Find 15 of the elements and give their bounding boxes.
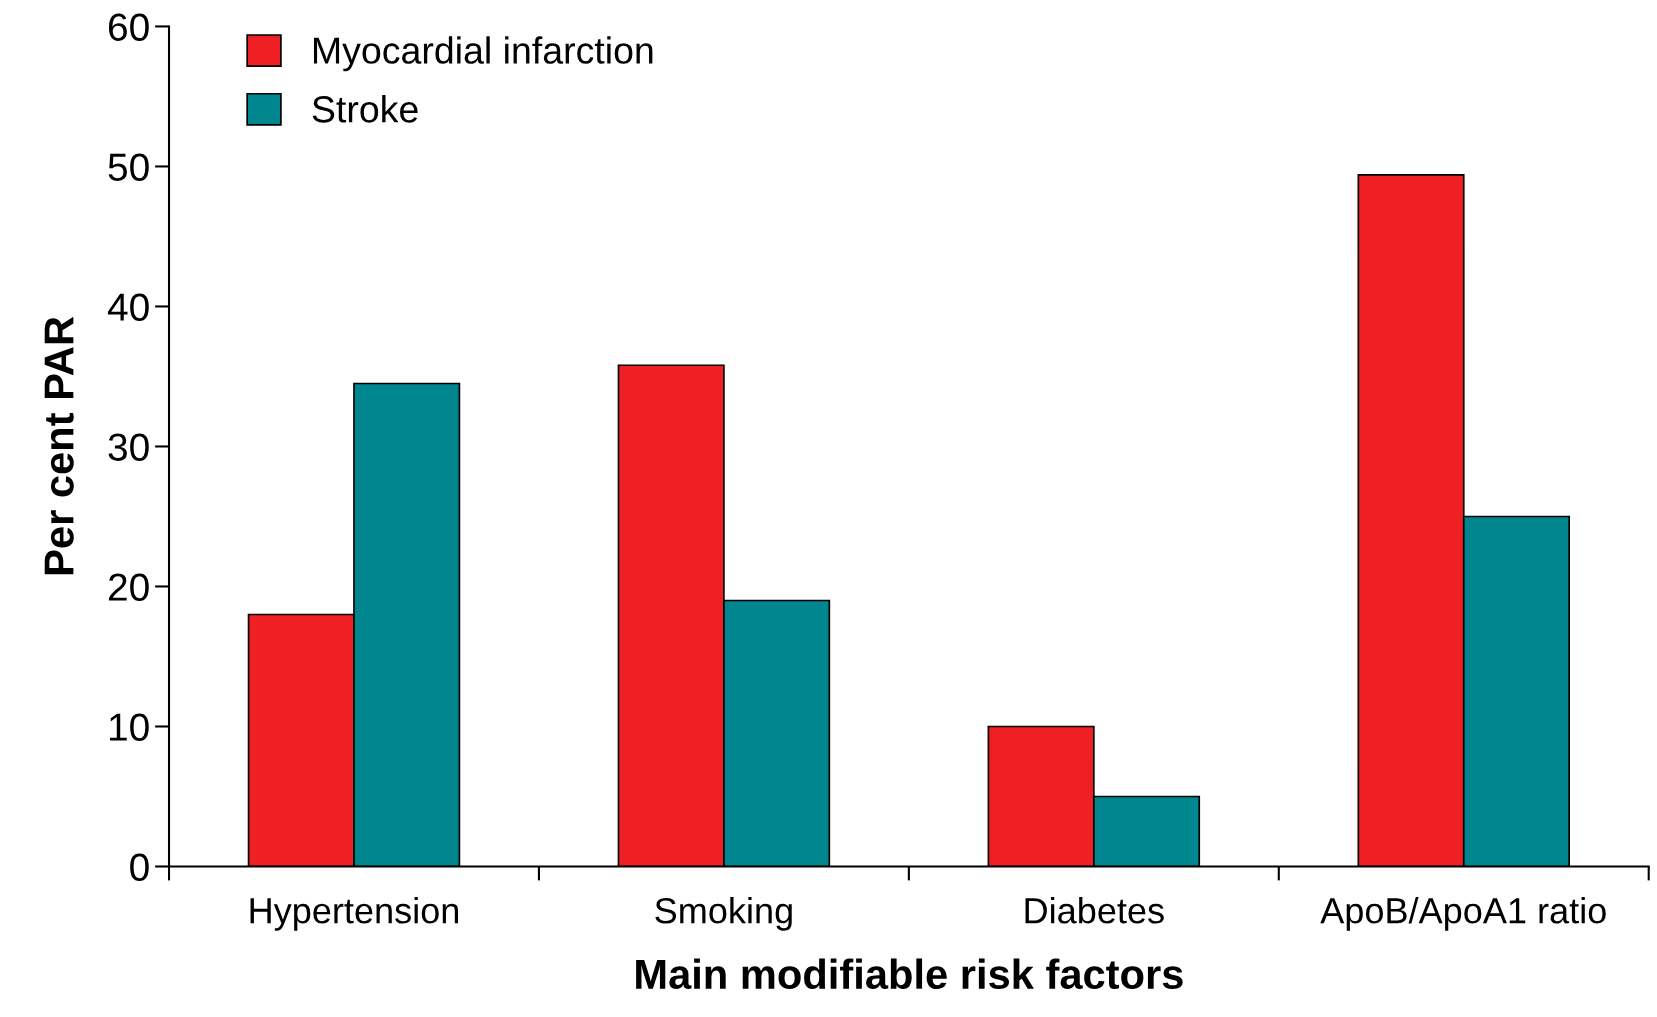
y-tick-label: 0 bbox=[130, 853, 149, 881]
y-tick-label: 60 bbox=[108, 13, 149, 41]
x-axis-title: Main modifiable risk factors bbox=[636, 958, 1183, 990]
y-tick-label: 40 bbox=[107, 293, 149, 321]
y-axis-title: Per cent PAR bbox=[44, 316, 74, 575]
y-tick-label: 20 bbox=[108, 573, 149, 601]
x-tick-label: ApoB/ApoA1 ratio bbox=[1320, 897, 1606, 931]
y-tick-label: 50 bbox=[108, 153, 149, 181]
y-tick-label: 30 bbox=[108, 433, 149, 461]
x-tick-label: Smoking bbox=[655, 897, 792, 931]
y-tick-label: 10 bbox=[109, 713, 149, 741]
x-tick-label: Hypertension bbox=[250, 897, 459, 931]
legend-label: Myocardial infarction bbox=[313, 36, 653, 72]
legend-label: Stroke bbox=[312, 95, 418, 123]
x-tick-label: Diabetes bbox=[1025, 897, 1164, 924]
